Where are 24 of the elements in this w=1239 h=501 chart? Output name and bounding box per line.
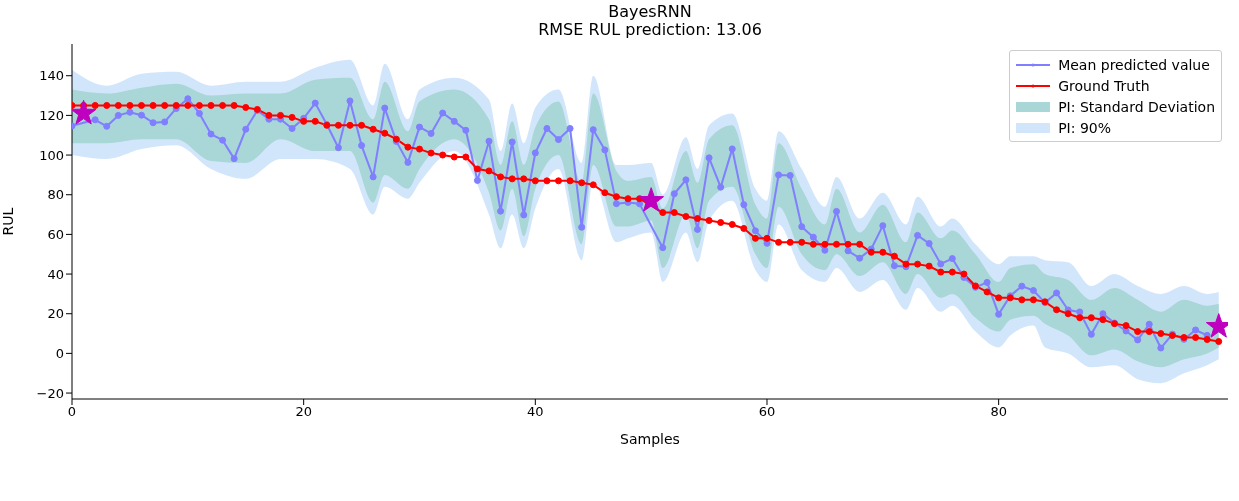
- y-tick-label: 60: [47, 227, 64, 243]
- point: [72, 99, 97, 125]
- y-tick-label: 20: [47, 306, 64, 322]
- y-tick-label: 40: [47, 266, 64, 282]
- x-tick-label: 60: [758, 404, 776, 420]
- y-tick-label: 80: [47, 187, 64, 203]
- y-tick-label: −20: [36, 385, 64, 401]
- x-tick-label: 20: [295, 404, 312, 420]
- chart-title: BayesRNN: [607, 2, 693, 21]
- legend-label: Mean predicted value: [1058, 56, 1210, 73]
- y-axis-title: RUL: [0, 207, 16, 236]
- x-tick-label: 40: [527, 404, 544, 420]
- x-tick-label: 80: [990, 404, 1007, 420]
- chart-subtitle: RMSE RUL prediction: 13.06: [537, 20, 763, 39]
- x-axis-title: Samples: [620, 431, 680, 447]
- x-tick-label: 0: [67, 404, 77, 420]
- y-tick-label: 0: [55, 346, 64, 361]
- y-tick-label: 100: [39, 147, 64, 163]
- y-tick-label: 120: [39, 108, 64, 124]
- y-tick-label: 140: [39, 68, 64, 84]
- legend-label: Ground Truth: [1058, 77, 1150, 94]
- legend-label: PI: Standard Deviation: [1058, 98, 1215, 115]
- point: [638, 187, 665, 212]
- legend-label: PI: 90%: [1058, 119, 1112, 136]
